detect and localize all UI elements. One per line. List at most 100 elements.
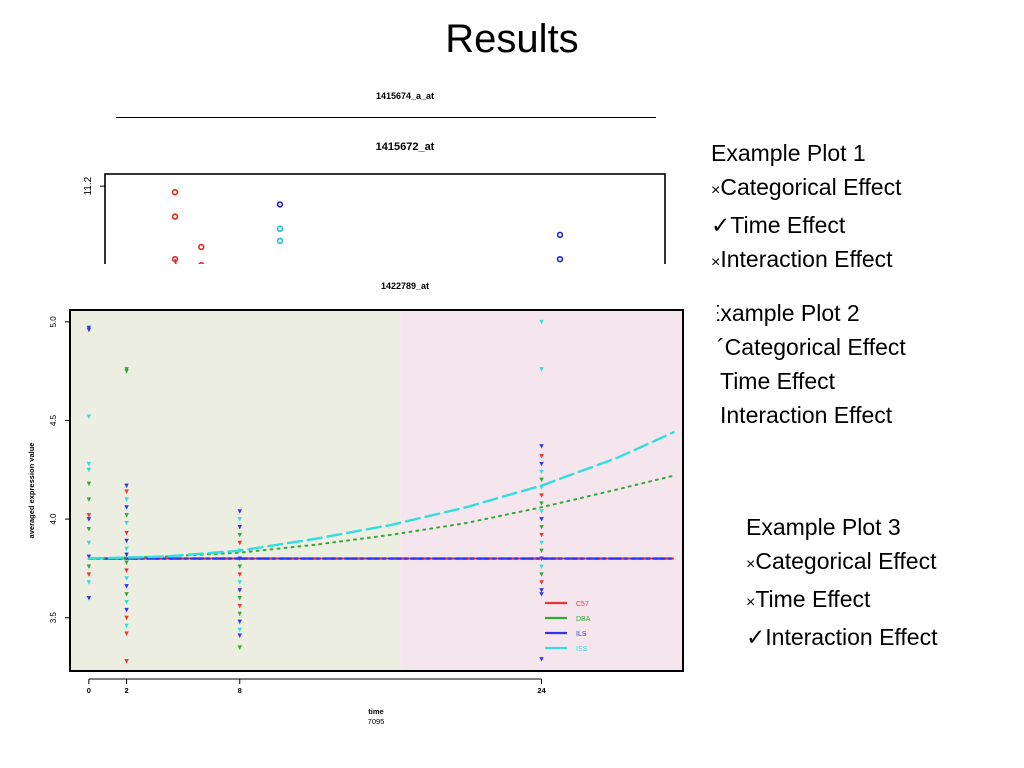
data-point <box>539 509 544 514</box>
plot-frame-back-1 <box>116 117 656 118</box>
background-region <box>70 310 401 671</box>
data-point <box>124 530 129 536</box>
legend-label: DBA <box>576 616 591 623</box>
note-item: Interaction Effect <box>720 402 893 428</box>
accent-mark: ´ <box>717 334 725 360</box>
note-item: ×Interaction Effect <box>711 246 893 272</box>
note-item: ´Categorical Effect <box>717 334 906 360</box>
note-title: Example Plot 1 <box>711 140 866 166</box>
y-tick-label: 3.5 <box>49 612 58 624</box>
data-point <box>556 255 564 263</box>
note-plot-1: Example Plot 1 ×Categorical Effect ✓Time… <box>711 136 901 280</box>
data-point <box>86 517 92 522</box>
cross-icon: × <box>711 254 721 271</box>
data-point <box>124 489 129 494</box>
x-tick-label: 24 <box>537 686 546 695</box>
background-region <box>400 310 683 671</box>
note-item: ×Time Effect <box>746 586 871 612</box>
data-point <box>86 564 92 569</box>
check-icon: ✓ <box>711 212 731 238</box>
note-item: ✓Interaction Effect <box>746 624 938 650</box>
data-point <box>124 538 129 544</box>
data-point <box>124 607 129 613</box>
x-tick-label: 0 <box>87 686 91 695</box>
data-point <box>237 596 242 601</box>
note-plot-3: Example Plot 3 ×Categorical Effect ×Time… <box>746 510 937 654</box>
data-point <box>86 580 92 585</box>
note-title: Example Plot 2 <box>717 300 860 326</box>
legend-label: ILS <box>576 631 587 638</box>
y-tick-label: 5.0 <box>49 316 58 328</box>
data-point <box>86 513 92 518</box>
data-point <box>124 631 129 637</box>
plot-title-back-2: 1415672_at <box>375 141 435 153</box>
data-point <box>237 619 242 625</box>
data-point <box>124 505 129 510</box>
data-point <box>124 560 129 566</box>
data-point <box>539 367 544 372</box>
data-point <box>171 189 179 196</box>
data-point <box>539 580 544 585</box>
data-point <box>237 524 242 530</box>
data-point <box>86 481 92 487</box>
data-point <box>539 548 544 554</box>
data-point <box>539 501 544 506</box>
data-point <box>237 633 242 638</box>
data-point <box>124 546 129 552</box>
y-tick-label: 11.2 <box>83 176 94 195</box>
data-point <box>86 526 92 532</box>
data-point <box>171 255 179 263</box>
data-point <box>124 576 129 581</box>
data-point <box>556 231 564 239</box>
note-title: Example Plot 3 <box>746 514 901 540</box>
data-point <box>539 485 544 491</box>
cross-icon: × <box>746 556 756 573</box>
data-point <box>198 262 205 264</box>
data-point <box>539 319 544 325</box>
data-point <box>86 596 92 601</box>
data-point <box>539 540 544 546</box>
y-tick-label: 4.0 <box>49 513 58 525</box>
data-point <box>539 524 544 530</box>
check-icon: ✓ <box>746 624 766 650</box>
plot-frame <box>69 309 684 672</box>
legend-label: C57 <box>576 601 589 608</box>
data-point <box>237 580 242 585</box>
data-point <box>237 509 242 514</box>
main-plot: 3.5 4.0 4.5 5.0 averaged expression value 0 2 8… <box>20 300 700 740</box>
note-item: ×Categorical Effect <box>711 174 902 200</box>
data-point <box>86 461 92 467</box>
data-point <box>124 497 129 502</box>
data-point <box>539 469 544 475</box>
main-plot-title: 1422789_at <box>380 281 430 291</box>
data-point <box>86 414 92 420</box>
data-point <box>276 237 284 245</box>
data-point <box>237 564 242 569</box>
x-axis-label: time <box>368 707 383 716</box>
data-point <box>539 444 544 449</box>
y-tick-label: 4.5 <box>49 414 58 426</box>
data-point <box>539 477 544 483</box>
data-point <box>237 611 242 617</box>
cross-icon: × <box>711 182 721 199</box>
data-point <box>539 592 544 597</box>
note-item: Time Effect <box>720 368 836 394</box>
data-point <box>124 659 129 664</box>
data-point <box>86 554 92 560</box>
y-axis-label: averaged expression value <box>27 443 36 539</box>
data-point <box>124 552 129 558</box>
cross-icon: × <box>746 594 756 611</box>
data-point <box>171 213 179 220</box>
data-point <box>539 493 544 498</box>
data-point <box>86 467 92 473</box>
data-point <box>539 453 544 459</box>
data-point <box>237 645 242 650</box>
note-plot-2: Example Plot 2 ´Categorical Effect Time … <box>717 296 1017 432</box>
x-tick-label: 8 <box>238 686 242 695</box>
data-point <box>124 599 129 605</box>
data-point <box>539 532 544 538</box>
data-point <box>237 540 242 546</box>
fit-line <box>87 431 675 560</box>
data-point <box>276 201 284 208</box>
plot-frame <box>104 173 666 264</box>
